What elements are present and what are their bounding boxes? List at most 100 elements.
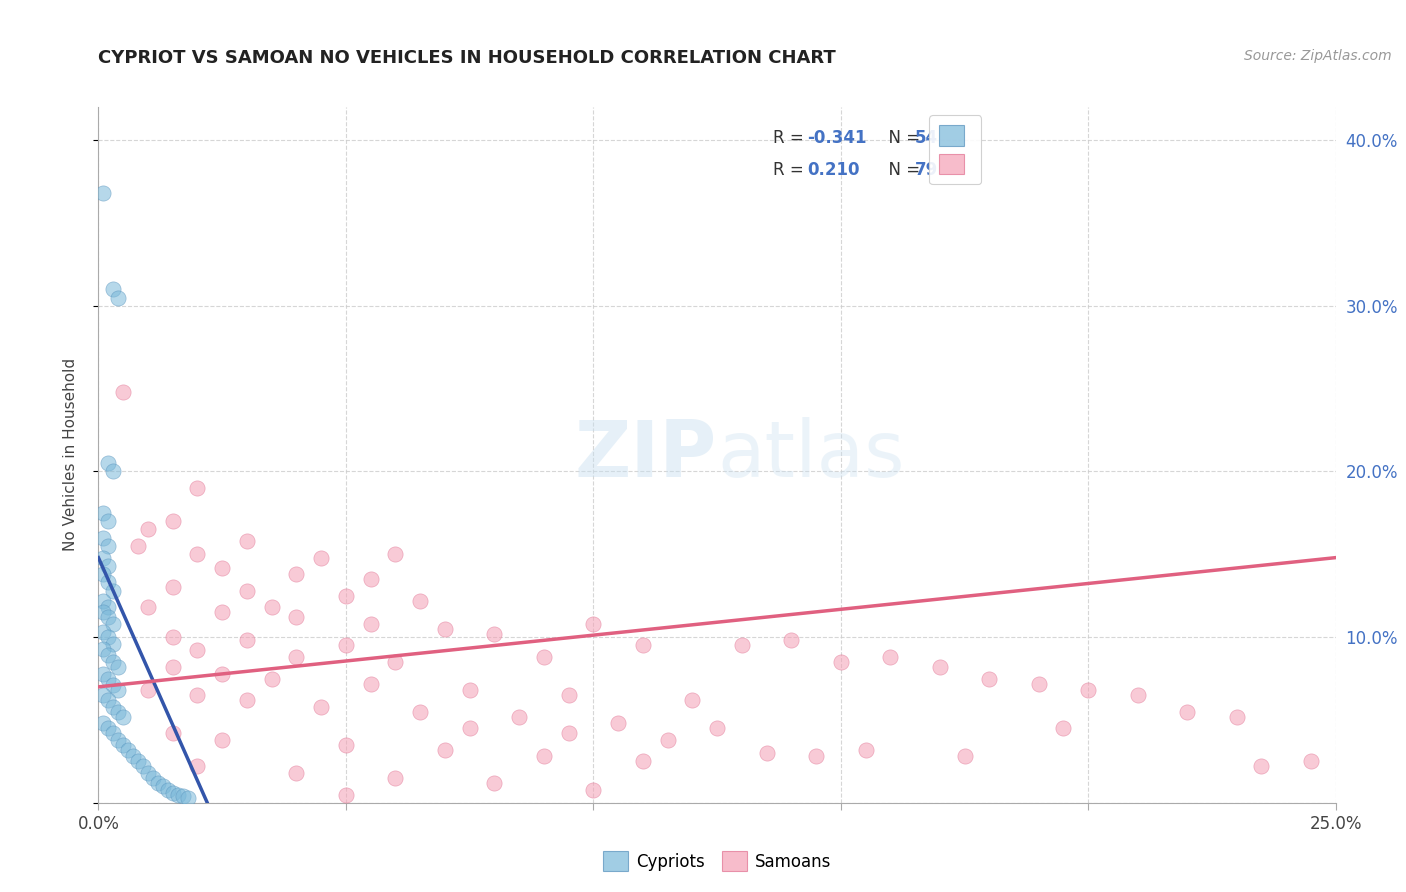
Point bbox=[93, 550, 115, 565]
Point bbox=[804, 749, 827, 764]
Point bbox=[97, 558, 120, 573]
Point bbox=[97, 693, 120, 707]
Point bbox=[211, 605, 233, 619]
Point bbox=[1226, 709, 1249, 723]
Point bbox=[780, 633, 803, 648]
Point bbox=[93, 531, 115, 545]
Point bbox=[186, 643, 208, 657]
Point bbox=[557, 688, 579, 702]
Point bbox=[97, 648, 120, 663]
Point bbox=[953, 749, 976, 764]
Point bbox=[285, 567, 308, 582]
Text: N =: N = bbox=[877, 129, 925, 147]
Point bbox=[260, 672, 283, 686]
Point bbox=[93, 666, 115, 681]
Point bbox=[335, 788, 357, 802]
Point bbox=[93, 605, 115, 619]
Point bbox=[142, 771, 165, 785]
Point bbox=[236, 693, 259, 707]
Text: ZIP: ZIP bbox=[575, 417, 717, 493]
Point bbox=[360, 676, 382, 690]
Point bbox=[384, 655, 406, 669]
Point bbox=[607, 716, 630, 731]
Point bbox=[93, 593, 115, 607]
Point bbox=[631, 755, 654, 769]
Point bbox=[127, 755, 149, 769]
Point bbox=[132, 759, 155, 773]
Text: 0.210: 0.210 bbox=[807, 161, 860, 178]
Point bbox=[260, 600, 283, 615]
Text: CYPRIOT VS SAMOAN NO VEHICLES IN HOUSEHOLD CORRELATION CHART: CYPRIOT VS SAMOAN NO VEHICLES IN HOUSEHO… bbox=[98, 49, 837, 67]
Point bbox=[103, 655, 125, 669]
Point bbox=[1052, 721, 1074, 735]
Text: 79: 79 bbox=[915, 161, 938, 178]
Point bbox=[533, 749, 555, 764]
Point bbox=[186, 481, 208, 495]
Point bbox=[112, 738, 135, 752]
Point bbox=[93, 567, 115, 582]
Point bbox=[97, 610, 120, 624]
Point bbox=[166, 788, 188, 802]
Point bbox=[146, 776, 169, 790]
Point bbox=[830, 655, 852, 669]
Point bbox=[162, 630, 184, 644]
Point bbox=[582, 616, 605, 631]
Point bbox=[172, 789, 194, 804]
Text: N =: N = bbox=[877, 161, 925, 178]
Text: R =: R = bbox=[773, 161, 808, 178]
Point bbox=[136, 683, 159, 698]
Point bbox=[236, 534, 259, 549]
Point bbox=[1126, 688, 1149, 702]
Point bbox=[384, 547, 406, 561]
Point bbox=[484, 776, 506, 790]
Point bbox=[136, 600, 159, 615]
Point bbox=[97, 539, 120, 553]
Point bbox=[409, 593, 432, 607]
Point bbox=[309, 699, 332, 714]
Point bbox=[384, 771, 406, 785]
Point bbox=[928, 660, 950, 674]
Point bbox=[360, 616, 382, 631]
Point bbox=[152, 779, 174, 793]
Point bbox=[458, 721, 481, 735]
Point bbox=[186, 547, 208, 561]
Point bbox=[879, 650, 901, 665]
Point bbox=[335, 738, 357, 752]
Point bbox=[706, 721, 728, 735]
Point bbox=[97, 721, 120, 735]
Point bbox=[211, 666, 233, 681]
Point bbox=[360, 572, 382, 586]
Point bbox=[176, 790, 198, 805]
Point bbox=[162, 786, 184, 800]
Point bbox=[103, 637, 125, 651]
Text: atlas: atlas bbox=[717, 417, 904, 493]
Text: R =: R = bbox=[773, 129, 808, 147]
Point bbox=[107, 660, 129, 674]
Point bbox=[309, 550, 332, 565]
Point bbox=[97, 630, 120, 644]
Point bbox=[236, 633, 259, 648]
Point bbox=[731, 639, 754, 653]
Point bbox=[112, 384, 135, 399]
Point bbox=[285, 650, 308, 665]
Point bbox=[1175, 705, 1198, 719]
Point bbox=[533, 650, 555, 665]
Point bbox=[186, 688, 208, 702]
Y-axis label: No Vehicles in Household: No Vehicles in Household bbox=[63, 359, 77, 551]
Point bbox=[236, 583, 259, 598]
Point bbox=[162, 581, 184, 595]
Point bbox=[93, 506, 115, 520]
Point bbox=[103, 465, 125, 479]
Point bbox=[409, 705, 432, 719]
Point bbox=[458, 683, 481, 698]
Point bbox=[162, 660, 184, 674]
Point bbox=[433, 622, 456, 636]
Point bbox=[97, 514, 120, 528]
Text: 54: 54 bbox=[915, 129, 938, 147]
Point bbox=[117, 743, 139, 757]
Point bbox=[93, 625, 115, 640]
Point bbox=[657, 732, 679, 747]
Point bbox=[285, 610, 308, 624]
Text: Source: ZipAtlas.com: Source: ZipAtlas.com bbox=[1244, 49, 1392, 63]
Point bbox=[557, 726, 579, 740]
